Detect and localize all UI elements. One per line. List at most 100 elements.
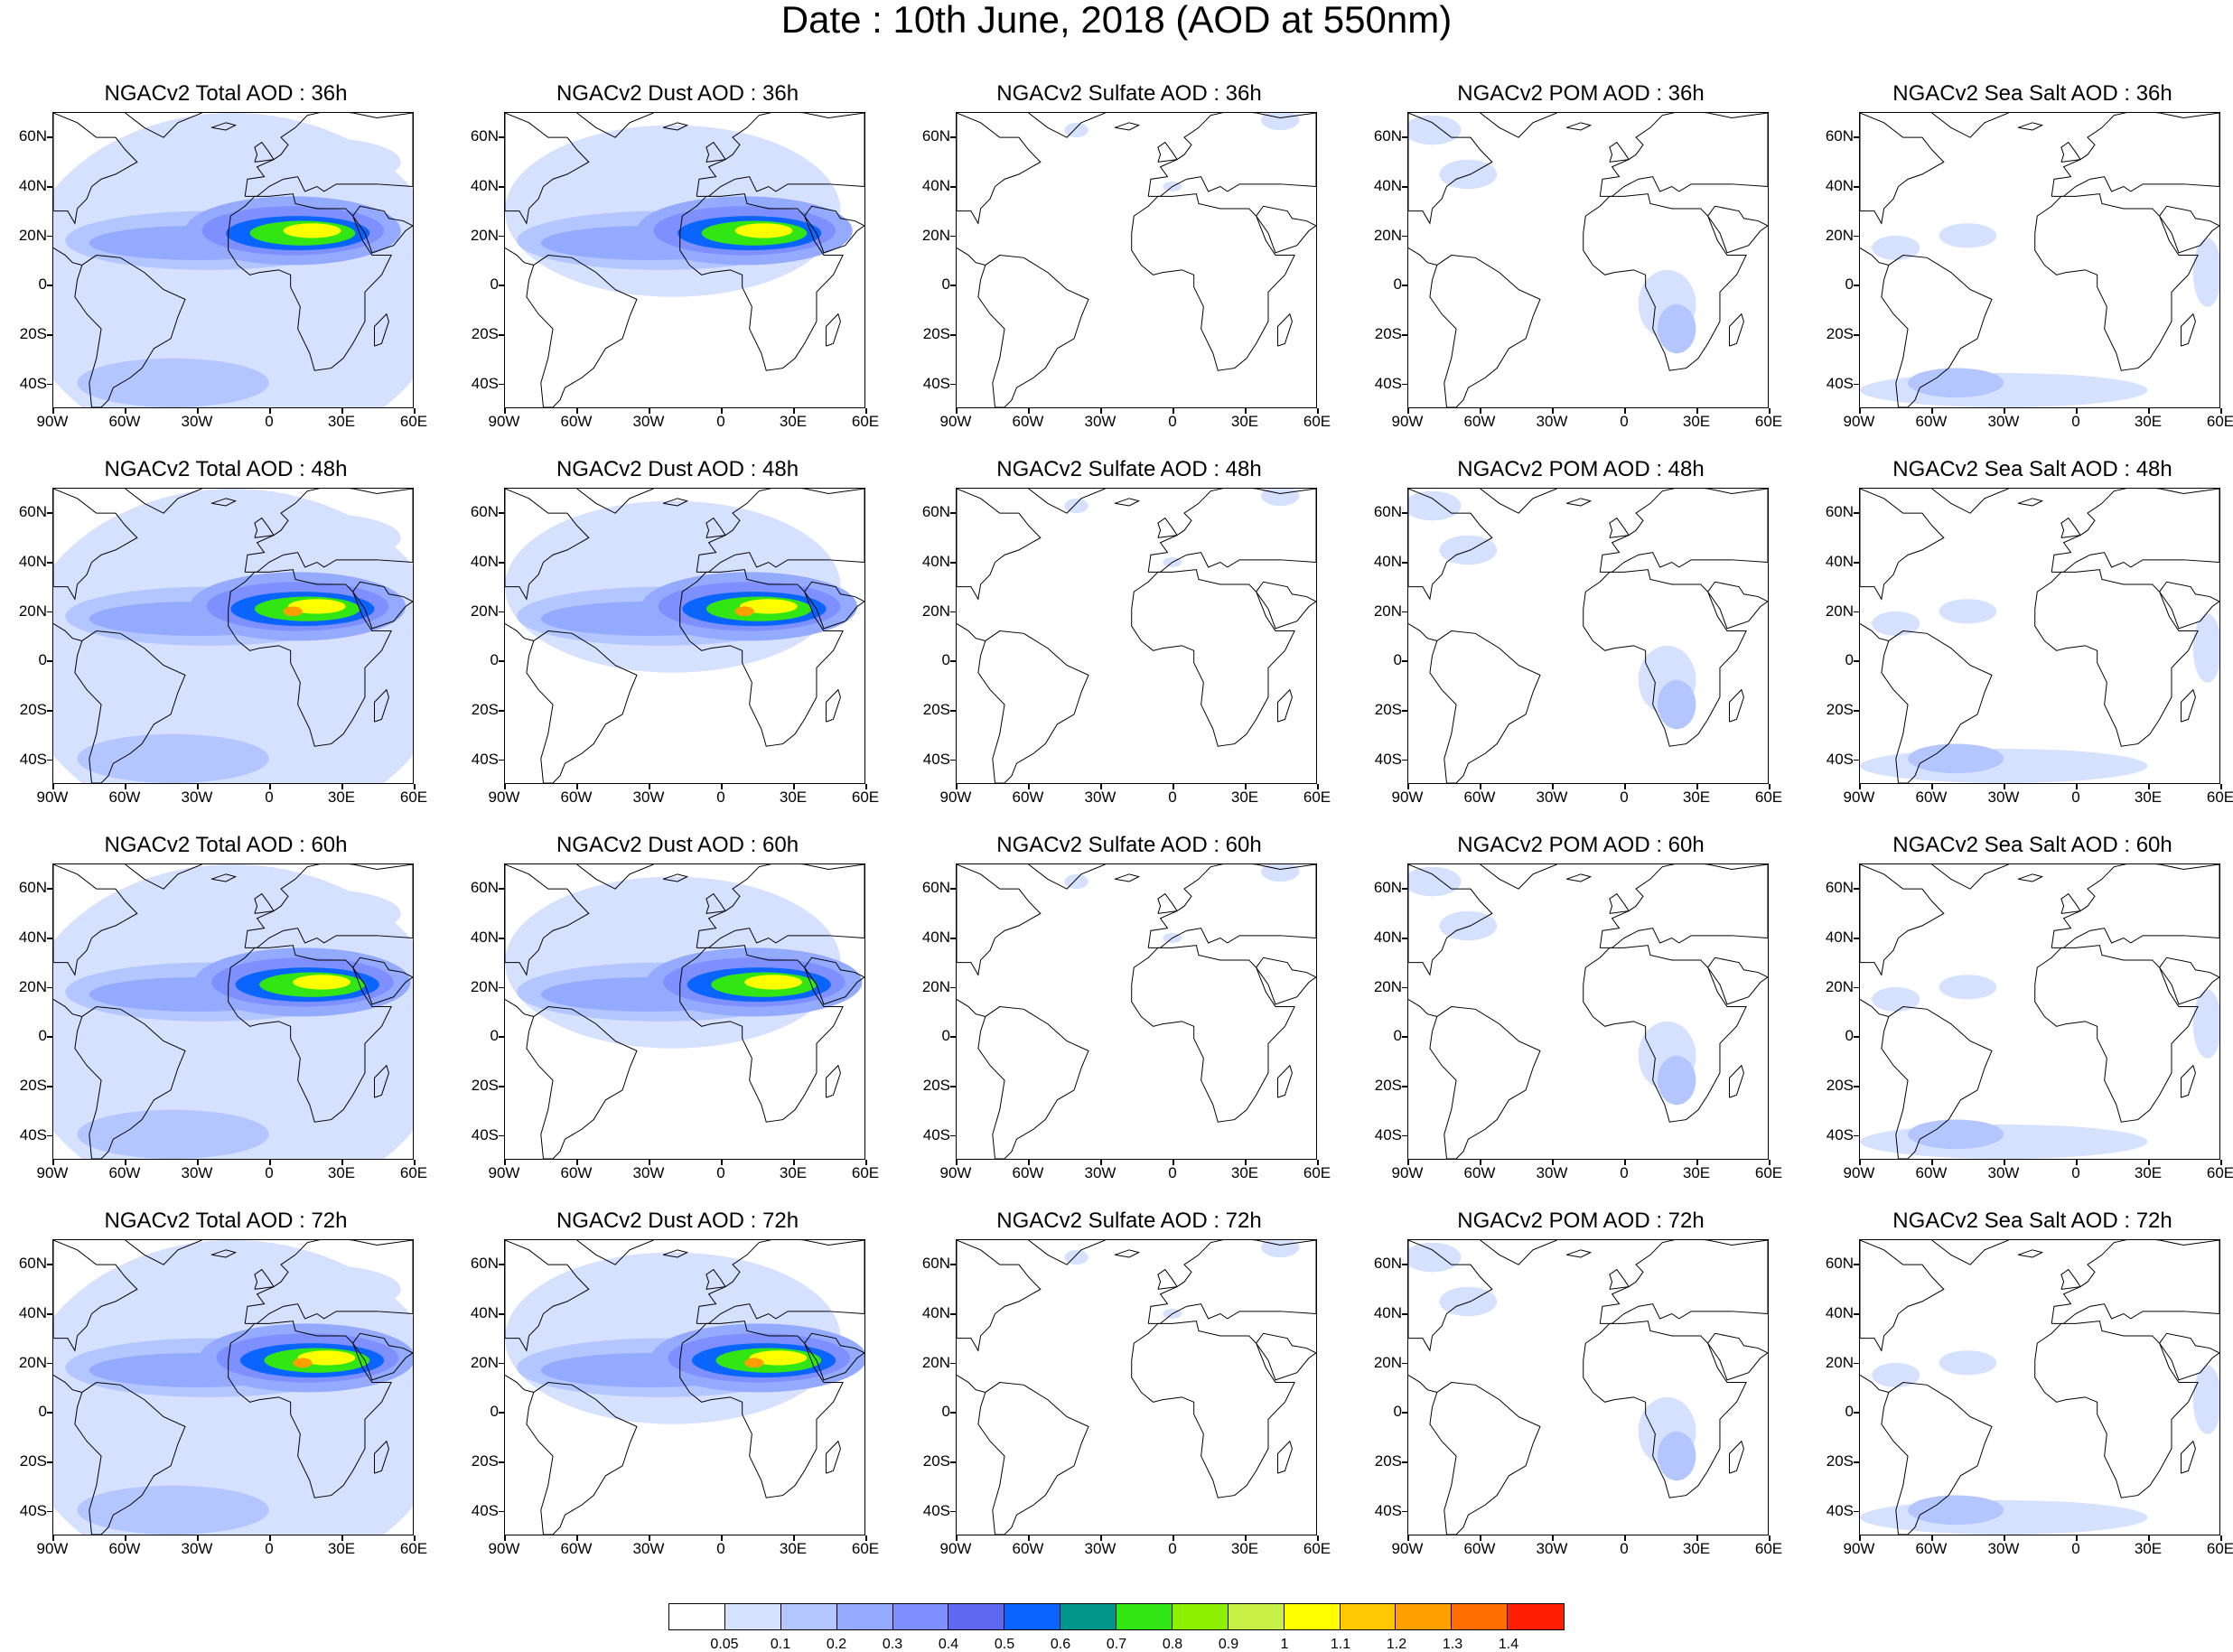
- lat-tick-label: 0: [490, 1403, 499, 1421]
- coastline-northAmerica: [53, 113, 138, 225]
- lat-tick: [1402, 1412, 1407, 1414]
- lat-tick: [1402, 710, 1407, 712]
- colorbar-swatch: [724, 1604, 781, 1629]
- map-panel-sulfate-4: NGACv2 Sulfate AOD : 72h 60N 40N 20N 0 20S 40S…: [903, 1209, 1355, 1588]
- lon-tick: [269, 1535, 271, 1541]
- map-panel-total-1: NGACv2 Total AOD : 36h 60N 40N 20N 0 20S 40S 90…: [0, 81, 452, 461]
- lat-tick: [47, 1086, 52, 1087]
- coastline-madagascar: [1729, 688, 1744, 723]
- panel-title: NGACv2 POM AOD : 60h: [1457, 833, 1705, 857]
- lon-tick-label: 60W: [560, 789, 593, 806]
- lon-tick: [1696, 784, 1698, 789]
- lon-tick-label: 0: [1168, 1164, 1177, 1181]
- lon-tick-label: 30W: [1987, 413, 2020, 430]
- coastline-centralAmerica: [505, 998, 534, 1017]
- lon-tick: [1769, 1535, 1771, 1541]
- lon-tick: [721, 1535, 723, 1541]
- lat-tick-label: 0: [941, 651, 950, 669]
- colorbar-label: 0.9: [1218, 1637, 1239, 1652]
- coastline-madagascar: [2181, 313, 2196, 347]
- lat-tick: [1854, 512, 1859, 514]
- lat-tick-label: 20S: [471, 325, 499, 342]
- lat-tick: [499, 1086, 504, 1087]
- lon-tick: [956, 1160, 958, 1165]
- lat-tick-label: 20N: [921, 977, 950, 995]
- lat-tick-label: 20N: [1825, 602, 1854, 620]
- coastline-southAmerica: [1881, 1006, 1993, 1159]
- panel-title: NGACv2 Sulfate AOD : 48h: [996, 457, 1262, 481]
- lon-tick: [2004, 1535, 2005, 1541]
- lat-tick-label: 40N: [18, 1304, 47, 1321]
- aod-map-svg: [505, 113, 864, 407]
- lat-tick: [1402, 1313, 1407, 1315]
- colorbar-label: 0.05: [710, 1637, 739, 1652]
- map-panel-sea-salt-1: NGACv2 Sea Salt AOD : 36h 60N 40N 20N 0 20S 40…: [1807, 81, 2233, 461]
- lon-tick-label: 30E: [1230, 1164, 1259, 1181]
- coastline-britain: [2060, 1268, 2081, 1290]
- lat-tick-label: 60N: [921, 127, 950, 145]
- coastline-britain: [1609, 141, 1630, 163]
- lat-tick-label: 20N: [18, 602, 47, 620]
- lat-tick-label: 20N: [1373, 977, 1402, 995]
- lon-tick: [1931, 1160, 1933, 1165]
- coastline-africa: [2034, 1321, 2199, 1498]
- lat-tick-label: 40S: [922, 1501, 950, 1519]
- coastline-centralAmerica: [53, 622, 82, 641]
- lon-tick-label: 0: [2071, 413, 2080, 430]
- lon-tick: [341, 784, 343, 789]
- aod-plume: [744, 975, 803, 990]
- aod-plume: [1064, 873, 1088, 890]
- lat-tick: [950, 660, 956, 662]
- coastline-northAmerica: [1408, 489, 1493, 601]
- map-area: [1407, 1239, 1769, 1535]
- coastline-centralAmerica: [1860, 622, 1889, 641]
- aod-plume: [1064, 498, 1088, 514]
- lat-tick: [47, 285, 52, 286]
- aod-plume: [1908, 743, 2004, 774]
- coastline-madagascar: [826, 688, 841, 723]
- coastline-greenland: [576, 489, 654, 514]
- coastline-arabia: [1256, 205, 1316, 254]
- lon-tick: [2076, 1535, 2078, 1541]
- coastline-britain: [254, 141, 275, 163]
- lon-tick: [1245, 1535, 1247, 1541]
- coastline-africa: [228, 945, 392, 1123]
- lon-tick-label: 30E: [1682, 1164, 1711, 1181]
- aod-plume: [1872, 986, 1920, 1012]
- lat-tick-label: 20N: [18, 1353, 47, 1371]
- aod-map-svg: [53, 1240, 413, 1535]
- lon-tick: [956, 408, 958, 414]
- aod-plume: [1657, 679, 1696, 730]
- lon-tick-label: 30E: [327, 1540, 356, 1557]
- lat-tick-label: 20S: [19, 1452, 47, 1470]
- lat-tick-label: 40S: [19, 1501, 47, 1519]
- coastline-northAmerica: [1408, 864, 1493, 976]
- aod-plume: [1439, 535, 1498, 565]
- figure-title: Date : 10th June, 2018 (AOD at 550nm): [780, 0, 1453, 41]
- coastline-iceland: [210, 873, 238, 882]
- lat-tick: [1402, 512, 1407, 514]
- lat-tick: [1854, 1412, 1859, 1414]
- coastline-greenland: [125, 1240, 202, 1265]
- coastline-britain: [705, 141, 726, 163]
- lon-tick: [1480, 1160, 1481, 1165]
- lon-tick-label: 60W: [560, 1164, 593, 1181]
- coastline-madagascar: [826, 313, 841, 347]
- colorbar-label: 1: [1280, 1637, 1289, 1652]
- lon-tick: [269, 1160, 271, 1165]
- lon-tick: [2076, 1160, 2078, 1165]
- colorbar-label: 0.8: [1162, 1637, 1183, 1652]
- lon-tick-label: 60W: [560, 1540, 593, 1557]
- map-area: [504, 112, 865, 408]
- lat-tick: [950, 611, 956, 613]
- lat-tick-label: 20N: [1825, 1353, 1854, 1371]
- aod-plume: [77, 1109, 269, 1159]
- colorbar: [668, 1603, 1565, 1630]
- lat-tick-label: 40S: [19, 750, 47, 768]
- colorbar-label: 1.3: [1442, 1637, 1463, 1652]
- lon-tick: [1173, 408, 1174, 414]
- lat-tick-label: 40S: [922, 1125, 950, 1143]
- lon-tick: [2220, 1160, 2222, 1165]
- lat-tick: [1402, 986, 1407, 989]
- lat-tick-label: 20S: [1826, 325, 1854, 342]
